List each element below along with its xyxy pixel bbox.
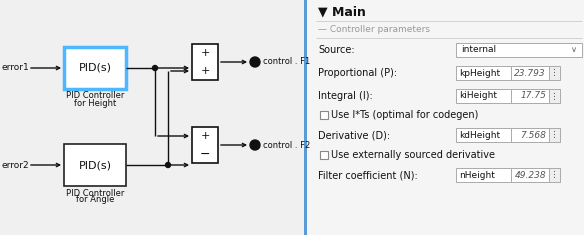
Text: 23.793: 23.793 [515, 68, 546, 78]
Bar [549, 89, 560, 103]
Text: 49.238: 49.238 [515, 171, 546, 180]
Bar [456, 168, 511, 182]
Text: Derivative (D):: Derivative (D): [318, 130, 390, 140]
Text: −: − [200, 148, 210, 161]
Text: ∨: ∨ [571, 46, 577, 55]
Text: error1: error1 [2, 63, 30, 73]
Text: ⋮: ⋮ [550, 130, 559, 140]
Text: control . F1: control . F1 [263, 58, 310, 67]
Bar [511, 128, 549, 142]
Bar [511, 89, 549, 103]
Circle shape [250, 57, 260, 67]
Bar [456, 89, 511, 103]
Text: control . F2: control . F2 [263, 141, 310, 149]
Bar [511, 168, 549, 182]
Text: kdHeight: kdHeight [459, 130, 500, 140]
Bar [549, 168, 560, 182]
Text: 7.568: 7.568 [520, 130, 546, 140]
Text: error2: error2 [2, 161, 30, 169]
Text: PID Controller: PID Controller [66, 91, 124, 101]
Bar [456, 43, 582, 57]
Bar [64, 144, 126, 186]
Circle shape [165, 162, 171, 168]
Text: +: + [200, 48, 210, 58]
Text: PID(s): PID(s) [78, 160, 112, 170]
Text: for Angle: for Angle [76, 196, 114, 204]
Text: — Controller parameters: — Controller parameters [318, 26, 430, 35]
Text: ⋮: ⋮ [550, 171, 559, 180]
Text: kpHeight: kpHeight [459, 68, 500, 78]
Bar [304, 0, 307, 235]
Bar [549, 66, 560, 80]
Text: kiHeight: kiHeight [459, 91, 497, 101]
Text: Use I*Ts (optimal for codegen): Use I*Ts (optimal for codegen) [331, 110, 478, 120]
Bar [549, 128, 560, 142]
Text: nHeight: nHeight [459, 171, 495, 180]
Text: PID Controller: PID Controller [66, 188, 124, 197]
Text: 17.75: 17.75 [520, 91, 546, 101]
Text: Proportional (P):: Proportional (P): [318, 68, 397, 78]
Bar [320, 111, 328, 119]
Bar [320, 151, 328, 159]
Circle shape [152, 66, 158, 70]
Text: Source:: Source: [318, 45, 354, 55]
Circle shape [250, 140, 260, 150]
Bar [192, 44, 218, 80]
Text: Integral (I):: Integral (I): [318, 91, 373, 101]
Text: for Height: for Height [74, 98, 116, 107]
Bar [64, 47, 126, 89]
Text: +: + [200, 66, 210, 76]
Bar [307, 0, 584, 235]
Bar [511, 66, 549, 80]
Bar [456, 128, 511, 142]
Text: ⋮: ⋮ [550, 68, 559, 78]
Text: ▼ Main: ▼ Main [318, 5, 366, 19]
Text: +: + [200, 131, 210, 141]
Bar [192, 127, 218, 163]
Text: Use externally sourced derivative: Use externally sourced derivative [331, 150, 495, 160]
Bar [0, 0, 307, 235]
Text: Filter coefficient (N):: Filter coefficient (N): [318, 170, 418, 180]
Bar [456, 66, 511, 80]
Text: internal: internal [461, 46, 496, 55]
Text: ⋮: ⋮ [550, 91, 559, 101]
Text: PID(s): PID(s) [78, 63, 112, 73]
